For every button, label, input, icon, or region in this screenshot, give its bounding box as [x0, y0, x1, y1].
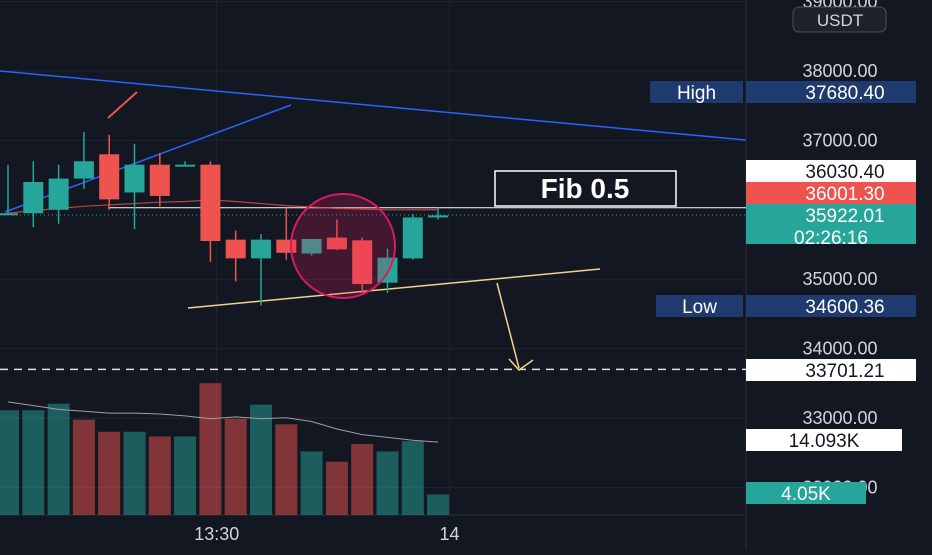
candle-body — [149, 164, 170, 196]
price-label-last: 35922.01 — [805, 206, 884, 227]
price-tag-low: Low — [682, 297, 717, 318]
volume-label-box-ma — [746, 429, 902, 451]
volume-bar — [325, 461, 348, 515]
descending-trendline — [0, 70, 746, 141]
volume-bar — [401, 441, 424, 515]
price-label-high: 37680.40 — [805, 83, 884, 104]
candle-body — [301, 238, 322, 254]
volume-bar — [250, 404, 272, 515]
price-tag-high: High — [677, 83, 716, 104]
price-tick-label: 35000.00 — [802, 269, 877, 289]
price-tick-label: 37000.00 — [802, 130, 877, 150]
price-label-box-target — [746, 359, 916, 381]
price-tag-box-low — [656, 295, 743, 317]
fib-box-frame — [494, 170, 677, 207]
volume-bar — [47, 403, 70, 515]
fib-label-box: Fib 0.5 — [494, 170, 677, 207]
volume-bar — [22, 410, 45, 515]
volume-bar — [427, 494, 450, 515]
highlight-circle — [290, 193, 396, 299]
candle-body — [0, 213, 18, 216]
volume-bar — [98, 431, 121, 515]
volume-bar — [275, 424, 298, 515]
volume-bar — [0, 410, 19, 515]
volume-label-last: 4.05K — [781, 484, 831, 505]
candle-body — [124, 164, 145, 193]
currency-unit-button[interactable]: USDT — [792, 6, 887, 33]
candle-body — [428, 215, 449, 218]
candle-body — [402, 217, 423, 259]
candle-body — [23, 182, 44, 214]
candle-body — [175, 164, 196, 167]
projection-arrow-head — [508, 358, 534, 371]
time-tick-label: 14 — [439, 524, 459, 544]
price-label-ma: 36001.30 — [805, 184, 884, 205]
highlight-ellipse — [290, 193, 396, 299]
price-label-box-ma — [746, 182, 916, 204]
volume-bar — [72, 419, 95, 515]
price-label-box-last — [746, 204, 916, 226]
volume-ma-line — [7, 401, 439, 443]
volume-bar — [300, 451, 323, 515]
time-tick-label: 13:30 — [194, 524, 239, 544]
volume-bar — [174, 436, 197, 515]
volume-ma-path — [7, 401, 439, 443]
volume-bar — [351, 443, 374, 515]
currency-unit-frame — [792, 6, 887, 33]
drawing-tools — [0, 70, 746, 371]
price-label-level: 36030.40 — [805, 162, 884, 183]
candle-body — [251, 239, 271, 259]
price-label-countdown: 02:26:16 — [794, 228, 868, 249]
projection-arrow-shaft — [496, 282, 520, 369]
candle-body — [99, 154, 120, 200]
price-tag-box-high — [650, 81, 743, 103]
price-label-box-low — [746, 295, 916, 317]
support-line — [187, 268, 601, 309]
candle-body — [326, 237, 347, 250]
volume-label-box-last — [746, 482, 866, 504]
volume-bar — [376, 451, 399, 515]
candle-body — [73, 161, 94, 179]
volume-bar — [199, 383, 222, 515]
price-label-box-high — [746, 81, 916, 103]
candle-body — [48, 178, 69, 210]
price-label-low: 34600.36 — [805, 297, 884, 318]
volume-bar — [123, 431, 146, 515]
time-axis[interactable]: 13:30 14 — [194, 524, 459, 544]
fib-label: Fib 0.5 — [541, 173, 630, 204]
red-arrow-line — [107, 91, 138, 119]
candle-body — [200, 164, 221, 242]
price-tick-label: 34000.00 — [802, 339, 877, 359]
candlesticks — [0, 132, 449, 306]
volume-bar — [148, 436, 171, 515]
ascending-trendline — [4, 104, 292, 213]
volume-bar — [224, 418, 247, 515]
currency-unit-label: USDT — [817, 11, 863, 30]
price-label-box-level — [746, 160, 916, 182]
candle-body — [225, 239, 246, 259]
price-label-target: 33701.21 — [805, 361, 884, 382]
candle-body — [352, 240, 373, 285]
volume-bars — [0, 383, 450, 515]
price-tick-label: 33000.00 — [802, 408, 877, 428]
volume-label-ma: 14.093K — [789, 431, 860, 452]
price-tick-label: 38000.00 — [802, 61, 877, 81]
price-tick-label: 39000.00 — [802, 0, 877, 12]
price-labels: 37680.40 High 36030.4036001.3035922.0102:2… — [650, 81, 916, 505]
